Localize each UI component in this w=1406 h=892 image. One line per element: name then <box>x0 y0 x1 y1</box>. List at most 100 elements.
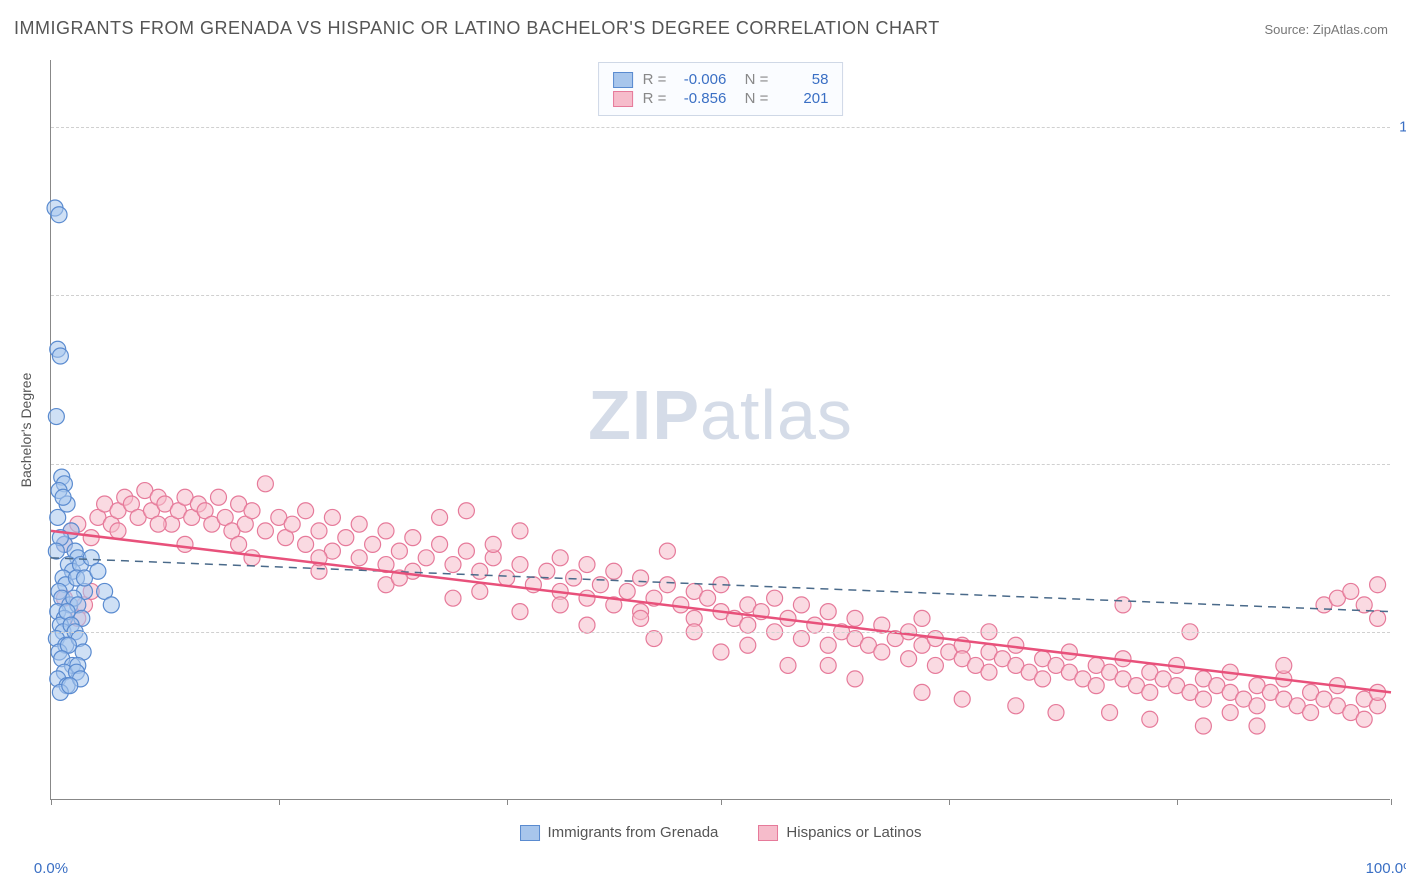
y-tick-label: 25.0% <box>1395 623 1406 640</box>
bottom-legend-hispanic: Hispanics or Latinos <box>758 824 921 841</box>
data-point <box>284 516 300 532</box>
data-point <box>445 557 461 573</box>
data-point <box>458 503 474 519</box>
data-point <box>1370 610 1386 626</box>
data-point <box>659 543 675 559</box>
data-point <box>391 543 407 559</box>
trend-line <box>51 531 1391 692</box>
data-point <box>1008 698 1024 714</box>
data-point <box>1035 671 1051 687</box>
data-point <box>311 523 327 539</box>
data-point <box>740 617 756 633</box>
data-point <box>512 604 528 620</box>
data-point <box>927 657 943 673</box>
data-point <box>211 489 227 505</box>
bottom-legend-grenada: Immigrants from Grenada <box>520 824 719 841</box>
chart-svg <box>51 60 1390 799</box>
data-point <box>914 684 930 700</box>
data-point <box>552 550 568 566</box>
data-point <box>1303 705 1319 721</box>
data-point <box>177 536 193 552</box>
source-label: Source: ZipAtlas.com <box>1264 22 1388 37</box>
data-point <box>512 523 528 539</box>
data-point <box>820 637 836 653</box>
data-point <box>847 610 863 626</box>
data-point <box>700 590 716 606</box>
data-point <box>1276 657 1292 673</box>
data-point <box>351 516 367 532</box>
data-point <box>1249 718 1265 734</box>
data-point <box>445 590 461 606</box>
x-tick-label: 0.0% <box>34 860 68 877</box>
chart-title: IMMIGRANTS FROM GRENADA VS HISPANIC OR L… <box>14 18 940 39</box>
y-tick-label: 100.0% <box>1395 119 1406 136</box>
data-point <box>257 523 273 539</box>
data-point <box>90 563 106 579</box>
data-point <box>914 610 930 626</box>
swatch-blue-icon <box>520 825 540 841</box>
data-point <box>1343 583 1359 599</box>
data-point <box>847 671 863 687</box>
data-point <box>646 631 662 647</box>
data-point <box>110 523 126 539</box>
data-point <box>1048 705 1064 721</box>
data-point <box>432 536 448 552</box>
data-point <box>820 604 836 620</box>
data-point <box>1356 711 1372 727</box>
data-point <box>244 550 260 566</box>
data-point <box>298 503 314 519</box>
data-point <box>472 563 488 579</box>
data-point <box>231 536 247 552</box>
x-tick-label: 100.0% <box>1366 860 1406 877</box>
data-point <box>432 509 448 525</box>
data-point <box>901 651 917 667</box>
data-point <box>633 570 649 586</box>
data-point <box>48 409 64 425</box>
data-point <box>1370 577 1386 593</box>
data-point <box>807 617 823 633</box>
data-point <box>1142 711 1158 727</box>
data-point <box>633 610 649 626</box>
swatch-pink-icon <box>758 825 778 841</box>
data-point <box>1088 678 1104 694</box>
data-point <box>1142 684 1158 700</box>
data-point <box>579 557 595 573</box>
data-point <box>1115 597 1131 613</box>
data-point <box>780 657 796 673</box>
data-point <box>351 550 367 566</box>
data-point <box>619 583 635 599</box>
data-point <box>298 536 314 552</box>
data-point <box>485 536 501 552</box>
data-point <box>1102 705 1118 721</box>
data-point <box>150 516 166 532</box>
data-point <box>579 590 595 606</box>
data-point <box>405 530 421 546</box>
y-tick-label: 75.0% <box>1395 287 1406 304</box>
data-point <box>606 563 622 579</box>
data-point <box>874 644 890 660</box>
y-axis-label: Bachelor's Degree <box>18 373 34 488</box>
data-point <box>566 570 582 586</box>
data-point <box>592 577 608 593</box>
data-point <box>820 657 836 673</box>
data-point <box>1195 691 1211 707</box>
data-point <box>713 644 729 660</box>
data-point <box>50 509 66 525</box>
data-point <box>1249 698 1265 714</box>
plot-area: ZIPatlas R =-0.006 N =58 R =-0.856 N =20… <box>50 60 1390 800</box>
data-point <box>244 503 260 519</box>
data-point <box>62 678 78 694</box>
data-point <box>365 536 381 552</box>
data-point <box>338 530 354 546</box>
data-point <box>499 570 515 586</box>
data-point <box>48 543 64 559</box>
data-point <box>512 557 528 573</box>
data-point <box>257 476 273 492</box>
data-point <box>472 583 488 599</box>
data-point <box>458 543 474 559</box>
data-point <box>659 577 675 593</box>
data-point <box>767 590 783 606</box>
data-point <box>954 691 970 707</box>
bottom-legend: Immigrants from Grenada Hispanics or Lat… <box>520 824 922 841</box>
data-point <box>324 509 340 525</box>
